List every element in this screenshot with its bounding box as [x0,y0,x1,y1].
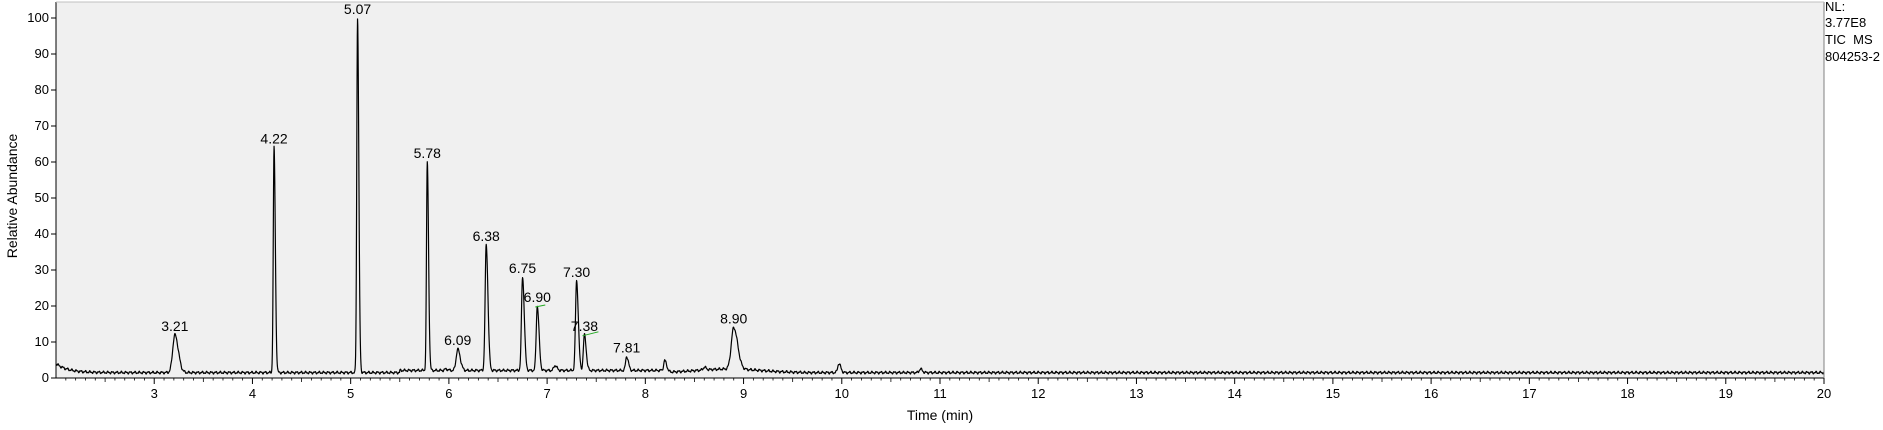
x-tick-label: 12 [1031,386,1045,401]
x-tick-label: 6 [445,386,452,401]
plot-background [56,2,1824,378]
x-tick-label: 19 [1719,386,1733,401]
info-nl-value: 3.77E8 [1825,15,1866,30]
x-tick-label: 11 [933,386,947,401]
scan-info: NL: 3.77E8 TIC MS 804253-2 [1825,0,1880,64]
y-tick-label: 10 [35,334,49,349]
peak-label: 5.78 [414,145,441,161]
x-tick-label: 16 [1424,386,1438,401]
y-tick-label: 40 [35,226,49,241]
y-tick-label: 90 [35,46,49,61]
peak-label: 4.22 [260,131,287,147]
peak-label: 5.07 [344,1,371,17]
peak-label: 3.21 [161,318,188,334]
info-sample-id: 804253-2 [1825,49,1880,64]
integration-marker [535,304,546,308]
y-tick-label: 100 [27,10,49,25]
y-tick-label: 70 [35,118,49,133]
peak-label: 6.90 [524,289,551,305]
integration-marker [582,331,599,337]
x-axis-title: Time (min) [907,407,973,423]
x-tick-label: 14 [1227,386,1241,401]
x-tick-label: 10 [835,386,849,401]
x-tick-label: 15 [1326,386,1340,401]
x-tick-label: 8 [642,386,649,401]
peak-label: 8.90 [720,311,747,327]
x-tick-label: 3 [151,386,158,401]
y-tick-label: 30 [35,262,49,277]
tic-trace [55,18,1825,375]
x-tick-label: 20 [1817,386,1831,401]
info-nl-label: NL: [1825,0,1845,14]
peak-label: 7.81 [613,339,640,355]
x-tick-label: 9 [740,386,747,401]
x-tick-label: 5 [347,386,354,401]
y-tick-label: 60 [35,154,49,169]
x-tick-label: 7 [543,386,550,401]
peak-label: 7.30 [563,264,590,280]
y-tick-label: 0 [42,370,49,385]
x-tick-label: 17 [1522,386,1536,401]
y-tick-label: 50 [35,190,49,205]
peak-label: 7.38 [571,318,598,334]
x-tick-label: 18 [1620,386,1634,401]
peak-label: 6.38 [473,228,500,244]
info-filter: TIC MS [1825,32,1873,47]
peak-label: 6.09 [444,332,471,348]
peak-label: 6.75 [509,260,536,276]
y-tick-label: 20 [35,298,49,313]
y-axis-title: Relative Abundance [4,134,20,259]
x-tick-label: 13 [1129,386,1143,401]
x-tick-label: 4 [249,386,256,401]
y-tick-label: 80 [35,82,49,97]
